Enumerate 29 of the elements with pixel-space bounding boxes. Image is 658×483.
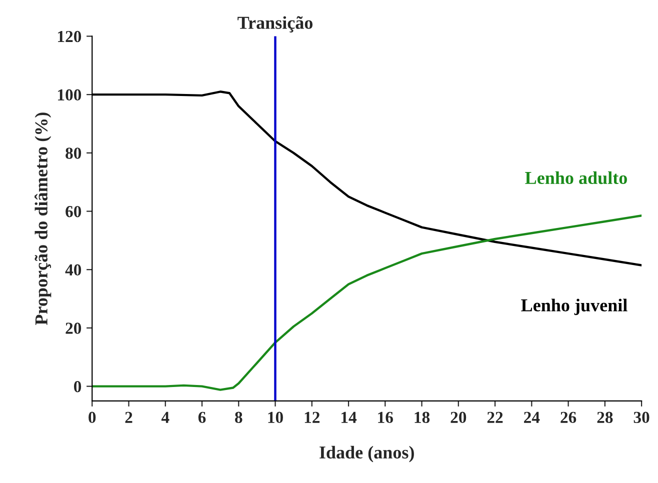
x-tick-label: 24 [524, 412, 540, 423]
x-tick-label: 22 [487, 412, 503, 423]
line-series [92, 214, 642, 391]
x-tick-label: 26 [560, 412, 576, 424]
y-tick-label: 0 [74, 381, 82, 392]
x-tick-label: 4 [161, 412, 170, 423]
series-label: Lenho adulto [525, 171, 627, 184]
x-tick-label: 2 [125, 412, 132, 423]
x-tick-label: 6 [198, 412, 206, 424]
x-axis-title: Idade (anos) [320, 446, 414, 462]
x-tick-label: 10 [268, 412, 283, 424]
x-tick-label: 16 [378, 412, 393, 424]
x-tick-label: 30 [634, 412, 650, 424]
y-axis-title: Proporção do diâmetro (%) [34, 112, 52, 325]
y-tick-label: 20 [66, 322, 82, 334]
x-tick-label: 8 [235, 412, 242, 424]
x-tick-label: 12 [304, 412, 320, 423]
x-tick-label: 20 [450, 412, 466, 424]
x-tick-label: 0 [88, 412, 96, 424]
y-tick-label: 60 [66, 206, 82, 218]
y-tick-label: 80 [66, 148, 82, 159]
series-label: Lenho juvenil [521, 298, 628, 316]
y-tick-label: 40 [65, 264, 82, 276]
ref-line-label: Transição [238, 16, 313, 32]
x-tick-label: 14 [342, 412, 357, 423]
x-tick-label: 28 [597, 412, 613, 424]
y-tick-label: 120 [58, 30, 82, 42]
x-tick-label: 18 [414, 412, 430, 424]
y-tick-label: 100 [58, 89, 82, 101]
